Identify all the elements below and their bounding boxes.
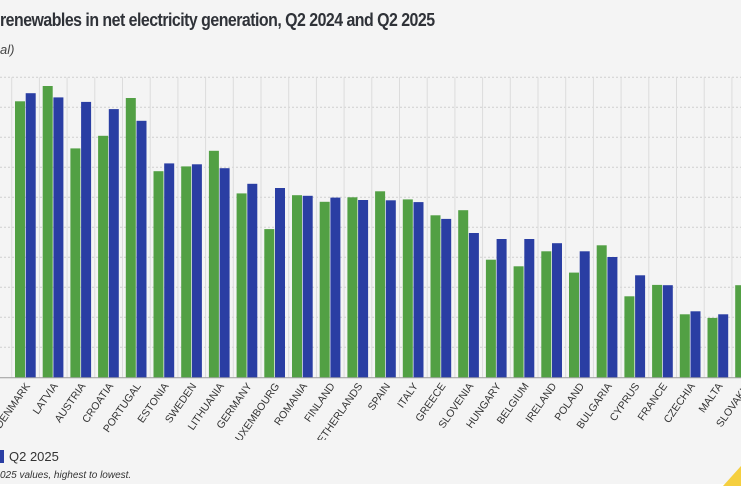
bar-q2-2025-estonia: [164, 163, 175, 378]
bar-q2-2024-finland: [319, 201, 330, 378]
bar-q2-2025-ireland: [552, 243, 562, 378]
bar-q2-2024-hungary: [485, 259, 496, 378]
bar-q2-2024-germany: [236, 193, 247, 378]
category-label: DENMARK: [0, 381, 33, 431]
bar-q2-2024-bulgaria: [596, 245, 607, 378]
grid: [0, 76, 741, 379]
bar-q2-2024-lithuania: [208, 150, 219, 378]
bar-q2-2025-austria: [81, 101, 92, 378]
bar-q2-2024-cyprus: [624, 296, 635, 378]
bar-q2-2024-latvia: [42, 86, 53, 378]
bar-q2-2025-greece: [441, 218, 452, 378]
bar-q2-2025-malta: [718, 314, 729, 378]
legend-label-q2-2025: Q2 2025: [9, 449, 59, 464]
bar-q2-2024-slovakia: [735, 285, 741, 378]
bar-q2-2024-italy: [402, 199, 413, 378]
bar-q2-2024-malta: [707, 317, 718, 378]
bar-chart: DENMARKLATVIAAUSTRIACROATIAPORTUGALESTON…: [0, 76, 741, 440]
bar-q2-2025-slovenia: [468, 233, 479, 378]
category-label: SPAIN: [366, 381, 393, 413]
corner-decoration: [723, 466, 741, 486]
bar-q2-2025-portugal: [136, 120, 147, 378]
bar-q2-2025-czechia: [690, 311, 701, 378]
bar-q2-2024-spain: [375, 191, 386, 378]
bar-q2-2024-france: [652, 284, 663, 378]
bar-q2-2024-denmark: [15, 101, 25, 378]
bar-q2-2024-austria: [70, 148, 81, 378]
bar-q2-2024-estonia: [153, 171, 164, 378]
bar-q2-2025-romania: [302, 195, 313, 378]
legend-swatch-q2-2025: [0, 450, 4, 463]
bar-q2-2025-belgium: [524, 239, 535, 378]
bar-q2-2025-luxembourg: [275, 188, 285, 378]
bar-q2-2025-lithuania: [219, 168, 230, 378]
bar-q2-2025-cyprus: [635, 275, 646, 378]
bar-q2-2025-netherlands: [358, 200, 369, 378]
bar-q2-2024-slovenia: [458, 210, 469, 378]
footnote: 025 values, highest to lowest.: [0, 470, 132, 481]
bar-q2-2024-ireland: [541, 251, 552, 378]
chart-subtitle: al): [0, 42, 15, 57]
bars: [15, 86, 741, 378]
bar-q2-2025-finland: [330, 197, 341, 378]
bar-q2-2024-sweden: [181, 166, 192, 378]
bar-q2-2024-luxembourg: [264, 229, 275, 378]
chart-title: renewables in net electricity generation…: [0, 9, 435, 30]
bar-q2-2025-poland: [579, 251, 590, 378]
bar-q2-2025-hungary: [496, 239, 507, 378]
bar-q2-2024-romania: [292, 195, 302, 378]
bar-q2-2025-croatia: [108, 109, 119, 378]
category-labels: DENMARKLATVIAAUSTRIACROATIAPORTUGALESTON…: [0, 380, 741, 440]
bar-q2-2025-bulgaria: [607, 257, 618, 378]
bar-q2-2024-czechia: [679, 314, 690, 378]
legend: Q2 2025: [0, 449, 59, 464]
bar-q2-2025-sweden: [191, 164, 202, 378]
bar-q2-2025-france: [662, 285, 673, 378]
bar-q2-2025-italy: [413, 202, 424, 378]
category-label: MALTA: [696, 381, 725, 415]
bar-q2-2024-netherlands: [347, 197, 358, 378]
bar-q2-2024-poland: [569, 272, 579, 378]
bar-q2-2025-germany: [247, 183, 258, 378]
bar-q2-2024-belgium: [513, 266, 524, 378]
bar-q2-2024-greece: [430, 215, 441, 378]
bar-q2-2025-spain: [385, 200, 396, 378]
category-label: ITALY: [395, 381, 421, 411]
bar-q2-2024-portugal: [125, 98, 136, 378]
bar-q2-2024-croatia: [98, 135, 109, 378]
bar-q2-2025-denmark: [25, 93, 36, 378]
bar-q2-2025-latvia: [53, 97, 64, 378]
